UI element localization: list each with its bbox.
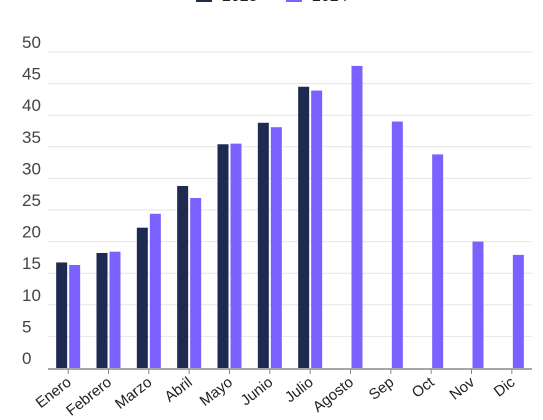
- legend-swatch: [196, 0, 212, 2]
- bar-2024-nov[interactable]: [472, 241, 484, 368]
- bar-2025-marzo[interactable]: [136, 227, 148, 368]
- bar-2024-enero[interactable]: [69, 264, 81, 368]
- y-tick-label: 0: [22, 349, 31, 368]
- y-tick-label: 20: [22, 223, 41, 242]
- x-tick-label: Abril: [162, 374, 196, 406]
- bar-2024-julio[interactable]: [311, 90, 323, 368]
- bar-2024-junio[interactable]: [270, 127, 282, 368]
- y-tick-label: 40: [22, 96, 41, 115]
- bar-2025-abril[interactable]: [177, 185, 189, 368]
- x-tick-label: Oct: [409, 373, 439, 401]
- bar-2024-sep[interactable]: [391, 121, 403, 369]
- bar-2025-febrero[interactable]: [96, 252, 108, 368]
- legend-label: 2024: [312, 0, 348, 5]
- y-tick-label: 45: [22, 65, 41, 84]
- x-tick-label: Dic: [491, 373, 519, 400]
- bar-2025-julio[interactable]: [298, 86, 310, 368]
- bar-2024-abril[interactable]: [190, 197, 202, 368]
- bar-2024-marzo[interactable]: [149, 213, 161, 368]
- bar-2025-mayo[interactable]: [217, 144, 229, 368]
- y-tick-label: 35: [22, 128, 41, 147]
- bar-2024-oct[interactable]: [432, 154, 444, 368]
- y-tick-label: 25: [22, 191, 41, 210]
- bar-2024-agosto[interactable]: [351, 65, 363, 369]
- bar-2025-junio[interactable]: [257, 122, 269, 368]
- y-tick-label: 10: [22, 286, 41, 305]
- bar-2024-febrero[interactable]: [109, 251, 121, 368]
- x-tick-label: Mayo: [197, 374, 236, 410]
- bar-2024-dic[interactable]: [512, 254, 524, 368]
- y-tick-label: 15: [22, 254, 41, 273]
- bar-2025-enero[interactable]: [56, 262, 68, 368]
- legend-item-2024[interactable]: 2024: [286, 0, 348, 5]
- y-tick-label: 5: [22, 317, 31, 336]
- bars: [56, 65, 524, 369]
- x-tick-label: Junio: [238, 374, 277, 409]
- bar-2024-mayo[interactable]: [230, 143, 242, 368]
- legend-swatch: [286, 0, 302, 2]
- gridlines: [48, 51, 532, 337]
- x-tick-label: Febrero: [63, 374, 115, 420]
- y-tick-label: 30: [22, 159, 41, 178]
- y-tick-label: 50: [22, 33, 41, 52]
- x-tick-label: Marzo: [112, 374, 155, 413]
- x-tick-label: Sep: [366, 374, 398, 404]
- x-tick-label: Agosto: [310, 374, 357, 416]
- x-tick-label: Nov: [446, 373, 478, 403]
